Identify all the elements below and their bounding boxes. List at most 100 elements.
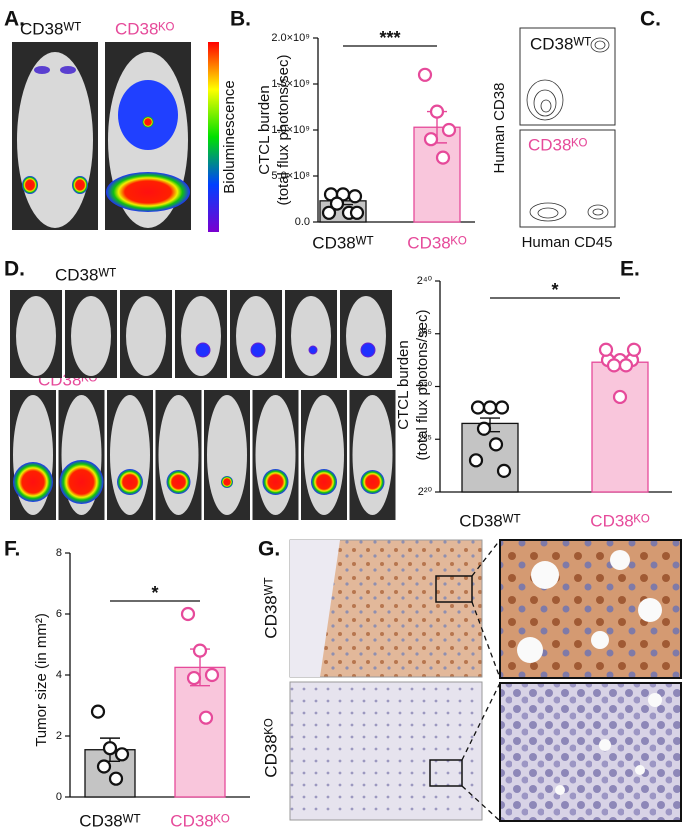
data-point — [204, 667, 220, 683]
histology-image — [289, 681, 483, 821]
group-label: CD38ᵂᵀ — [55, 265, 116, 284]
signal — [250, 342, 266, 358]
mouse-body — [16, 296, 56, 376]
data-point — [321, 205, 337, 220]
panel-label: A. — [4, 8, 25, 31]
mouse-body — [207, 395, 247, 515]
group-label: CD38ᵂᵀ — [261, 577, 280, 638]
signal — [22, 176, 38, 194]
y-axis-label: Tumor size (in mm²) — [33, 613, 50, 747]
mouse-body — [255, 395, 296, 515]
mouse-body — [291, 296, 331, 376]
mouse-body — [304, 395, 344, 515]
colorbar — [208, 42, 219, 232]
y-tick-label: 5.0×10⁸ — [271, 170, 310, 182]
mouse-body — [110, 395, 150, 515]
y-tick-label: 4 — [56, 669, 62, 681]
x-tick-label: CD38ᴷᴼ — [407, 233, 467, 252]
data-point — [482, 400, 498, 415]
data-point — [488, 437, 504, 452]
signal — [195, 342, 211, 358]
y-tick-label: 6 — [56, 608, 62, 620]
y-tick-label: 2⁴⁰ — [417, 275, 433, 287]
data-point — [441, 122, 457, 138]
signal — [221, 476, 233, 488]
y-axis-label: (total flux photons/sec) — [414, 310, 431, 461]
panel-label: F. — [4, 538, 20, 561]
data-point — [626, 342, 642, 357]
signal — [166, 470, 191, 494]
data-point — [496, 463, 512, 478]
data-point — [435, 150, 451, 165]
y-tick-label: 2²⁵ — [418, 433, 432, 445]
zoom-box — [435, 575, 473, 603]
x-tick-label: CD38ᴷᴼ — [590, 511, 650, 530]
data-point — [347, 189, 363, 204]
panel-label: B. — [230, 8, 251, 31]
fat-vacuoles — [555, 693, 662, 795]
y-tick-label: 0 — [56, 791, 62, 803]
signal — [34, 66, 50, 74]
y-tick-label: 1.0×10⁹ — [271, 124, 310, 136]
data-point — [494, 400, 510, 415]
data-point — [612, 389, 628, 405]
panel-label: D. — [4, 258, 25, 281]
panel-label: C. — [640, 8, 661, 31]
axis-label: Human CD38 — [491, 83, 508, 174]
mouse-body — [352, 395, 393, 515]
group-label: CD38ᴷᴼ — [115, 19, 175, 38]
mouse-body — [346, 296, 386, 376]
mouse-body — [126, 296, 166, 376]
flow-plot — [519, 129, 616, 228]
x-tick-label: CD38ᴷᴼ — [170, 811, 230, 830]
group-label: CD38ᵂᵀ — [20, 19, 81, 38]
fat-vacuoles — [517, 550, 662, 663]
zoom-box — [429, 759, 463, 787]
panel-label: G. — [258, 538, 280, 561]
flow-plot — [519, 27, 616, 126]
mouse-body — [181, 296, 221, 376]
data-point — [423, 132, 439, 147]
significance: * — [151, 583, 158, 603]
data-point — [186, 670, 202, 686]
data-point — [329, 196, 345, 211]
y-tick-label: 2²⁰ — [418, 486, 433, 498]
data-point — [108, 771, 124, 786]
y-tick-label: 2 — [56, 730, 62, 742]
data-point — [606, 358, 622, 373]
contours — [526, 37, 610, 222]
y-axis-label: (total flux photons/sec) — [275, 55, 292, 206]
histology-region — [290, 540, 340, 677]
data-point — [476, 421, 492, 436]
signal — [360, 342, 376, 358]
group-label: CD38ᴷᴼ — [261, 718, 280, 778]
axis-label: Human CD45 — [522, 234, 613, 251]
x-tick-label: CD38ᵂᵀ — [312, 233, 373, 252]
signal — [262, 469, 289, 495]
y-axis-label: CTCL burden — [395, 340, 412, 430]
data-point — [429, 104, 445, 119]
data-point — [468, 453, 484, 468]
signal — [360, 470, 385, 494]
signal — [72, 176, 88, 194]
mouse-body — [17, 52, 93, 228]
signal — [60, 66, 76, 74]
data-point — [180, 606, 196, 622]
y-tick-label: 2³⁵ — [418, 328, 432, 340]
data-point — [96, 759, 112, 774]
data-point — [618, 358, 634, 373]
signal — [106, 172, 190, 212]
data-point — [417, 67, 433, 82]
mouse-body — [158, 395, 199, 515]
signal — [308, 345, 318, 355]
data-point — [470, 400, 486, 415]
y-tick-label: 8 — [56, 547, 62, 559]
y-tick-label: 0.0 — [295, 216, 310, 228]
panel-label: E. — [620, 258, 640, 281]
bar — [174, 666, 226, 798]
data-point — [90, 704, 106, 719]
y-tick-label: 2³⁰ — [418, 380, 433, 392]
y-axis-label: CTCL burden — [256, 85, 273, 175]
significance: *** — [379, 28, 400, 48]
